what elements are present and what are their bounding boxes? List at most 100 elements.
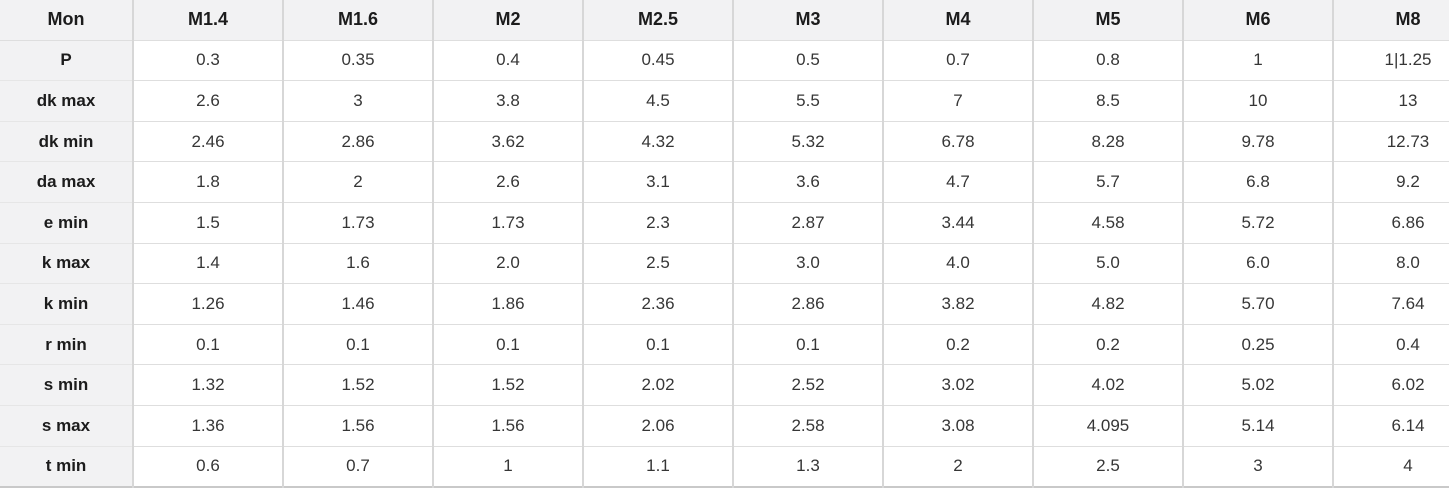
table-cell: 8.5 [1033, 80, 1184, 122]
table-row: r min 0.1 0.1 0.1 0.1 0.1 0.2 0.2 0.25 0.4 [0, 324, 1449, 366]
table-cell: 4.82 [1033, 283, 1184, 325]
table-cell: 4.0 [883, 243, 1034, 285]
table-cell: 2.0 [433, 243, 584, 285]
table-cell: 0.5 [733, 40, 884, 82]
table-cell: 13 [1333, 80, 1449, 122]
table-row: dk max 2.6 3 3.8 4.5 5.5 7 8.5 10 13 [0, 80, 1449, 122]
table-cell: 6.02 [1333, 364, 1449, 406]
table-cell: 1.86 [433, 283, 584, 325]
table-cell: 4.58 [1033, 202, 1184, 244]
table-cell: 0.1 [733, 324, 884, 366]
table-cell: 3.08 [883, 405, 1034, 447]
table-cell: 6.86 [1333, 202, 1449, 244]
column-header: M1.6 [283, 0, 434, 41]
table-cell: 1.5 [133, 202, 284, 244]
table-cell: 2.6 [433, 161, 584, 203]
table-cell: 2 [883, 446, 1034, 488]
table-cell: 2.86 [733, 283, 884, 325]
table-cell: 0.1 [583, 324, 734, 366]
table-row: dk min 2.46 2.86 3.62 4.32 5.32 6.78 8.28 9.78 12… [0, 121, 1449, 163]
table-cell: 1.73 [283, 202, 434, 244]
table-cell: 9.2 [1333, 161, 1449, 203]
row-header: k min [0, 283, 134, 325]
table-cell: 0.8 [1033, 40, 1184, 82]
table-cell: 8.0 [1333, 243, 1449, 285]
table-cell: 2.5 [583, 243, 734, 285]
table-cell: 2.58 [733, 405, 884, 447]
table-cell: 12.73 [1333, 121, 1449, 163]
header-row: Mon M1.4 M1.6 M2 M2.5 M3 M4 M5 M6 M8 [0, 0, 1449, 41]
table-cell: 4.095 [1033, 405, 1184, 447]
table-row: e min 1.5 1.73 1.73 2.3 2.87 3.44 4.58 5.72 6.86 [0, 202, 1449, 244]
table-cell: 5.02 [1183, 364, 1334, 406]
table-cell: 5.0 [1033, 243, 1184, 285]
column-header: M4 [883, 0, 1034, 41]
table-cell: 5.32 [733, 121, 884, 163]
table-cell: 3.62 [433, 121, 584, 163]
table-cell: 5.70 [1183, 283, 1334, 325]
table-cell: 1.36 [133, 405, 284, 447]
column-header: M2 [433, 0, 584, 41]
row-header: P [0, 40, 134, 82]
table-cell: 1.73 [433, 202, 584, 244]
table-cell: 0.4 [433, 40, 584, 82]
table-cell: 4.32 [583, 121, 734, 163]
table-cell: 2.02 [583, 364, 734, 406]
table-cell: 0.45 [583, 40, 734, 82]
table-cell: 5.5 [733, 80, 884, 122]
table-cell: 6.14 [1333, 405, 1449, 447]
table-cell: 1.26 [133, 283, 284, 325]
table-cell: 2.5 [1033, 446, 1184, 488]
table-cell: 0.25 [1183, 324, 1334, 366]
table-cell: 3.1 [583, 161, 734, 203]
table-cell: 3 [283, 80, 434, 122]
table-cell: 1.56 [283, 405, 434, 447]
column-header: M5 [1033, 0, 1184, 41]
table-row: t min 0.6 0.7 1 1.1 1.3 2 2.5 3 4 [0, 446, 1449, 488]
table-row: k min 1.26 1.46 1.86 2.36 2.86 3.82 4.82 5.70 7.6… [0, 283, 1449, 325]
corner-header-cell: Mon [0, 0, 134, 41]
table-body: P 0.3 0.35 0.4 0.45 0.5 0.7 0.8 1 1|1.25 dk max 2.6… [0, 40, 1449, 488]
table-cell: 1|1.25 [1333, 40, 1449, 82]
row-header: r min [0, 324, 134, 366]
table-cell: 5.7 [1033, 161, 1184, 203]
table-cell: 4.02 [1033, 364, 1184, 406]
row-header: e min [0, 202, 134, 244]
table-cell: 3.02 [883, 364, 1034, 406]
table-cell: 3.0 [733, 243, 884, 285]
table-cell: 1.4 [133, 243, 284, 285]
table-cell: 1.8 [133, 161, 284, 203]
table-row: s min 1.32 1.52 1.52 2.02 2.52 3.02 4.02 5.02 6.0… [0, 364, 1449, 406]
table-cell: 0.7 [283, 446, 434, 488]
table-cell: 4.7 [883, 161, 1034, 203]
table-cell: 2.46 [133, 121, 284, 163]
column-header: M2.5 [583, 0, 734, 41]
table-cell: 2.3 [583, 202, 734, 244]
table-cell: 6.0 [1183, 243, 1334, 285]
row-header: k max [0, 243, 134, 285]
row-header: s max [0, 405, 134, 447]
table-cell: 1.3 [733, 446, 884, 488]
table-cell: 3.6 [733, 161, 884, 203]
row-header: t min [0, 446, 134, 488]
table-cell: 0.6 [133, 446, 284, 488]
table-cell: 3.8 [433, 80, 584, 122]
table-cell: 0.2 [1033, 324, 1184, 366]
table-cell: 1.56 [433, 405, 584, 447]
table-cell: 0.1 [133, 324, 284, 366]
table-cell: 2.36 [583, 283, 734, 325]
table-cell: 1.52 [283, 364, 434, 406]
table-cell: 2.06 [583, 405, 734, 447]
table-row: k max 1.4 1.6 2.0 2.5 3.0 4.0 5.0 6.0 8.0 [0, 243, 1449, 285]
table-cell: 0.1 [433, 324, 584, 366]
table-cell: 1.32 [133, 364, 284, 406]
column-header: M6 [1183, 0, 1334, 41]
row-header: s min [0, 364, 134, 406]
table-cell: 0.4 [1333, 324, 1449, 366]
table-cell: 2.52 [733, 364, 884, 406]
table-cell: 2.86 [283, 121, 434, 163]
table-row: s max 1.36 1.56 1.56 2.06 2.58 3.08 4.095 5.14 6.… [0, 405, 1449, 447]
table-row: da max 1.8 2 2.6 3.1 3.6 4.7 5.7 6.8 9.2 [0, 161, 1449, 203]
